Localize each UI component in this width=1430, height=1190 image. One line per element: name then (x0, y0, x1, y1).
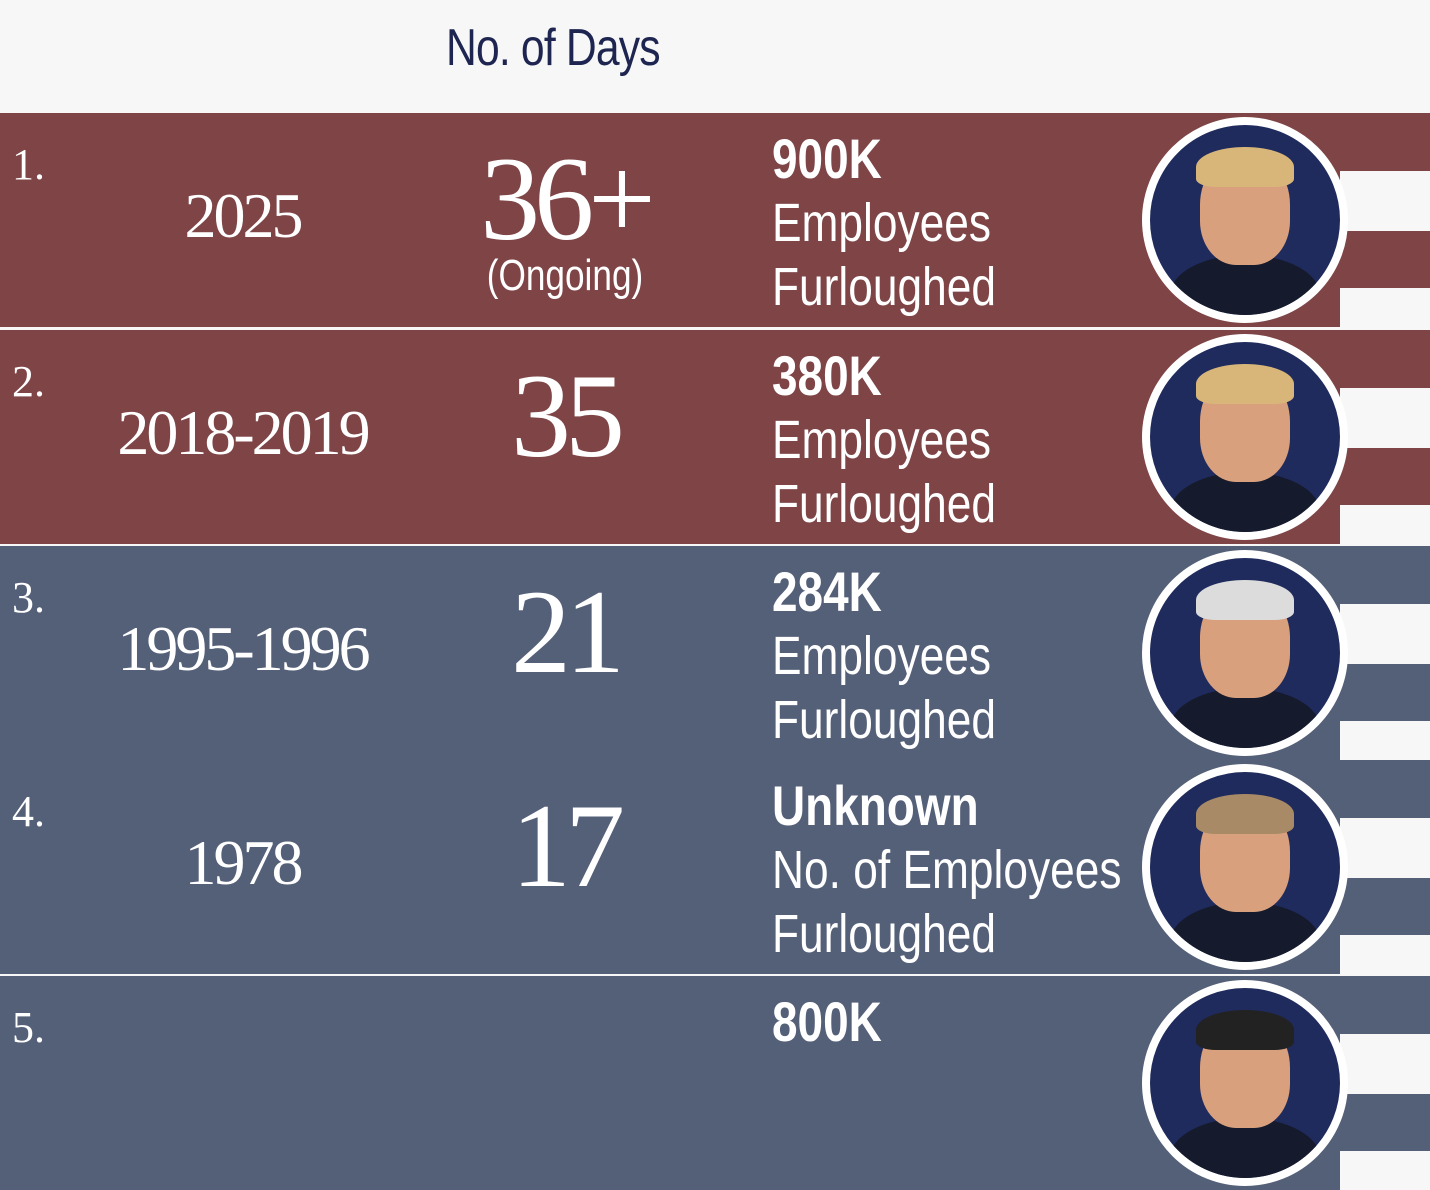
header: No. of Days (0, 0, 1430, 113)
president-portrait (1142, 764, 1348, 970)
furlough-label-1: Employees (772, 410, 992, 470)
column-title-days: No. of Days (446, 19, 661, 77)
stripe (1340, 604, 1430, 664)
rank: 5. (12, 1003, 45, 1052)
furlough-count: Unknown (772, 774, 979, 837)
stripe (1340, 935, 1430, 974)
days-count: 36+ (480, 132, 656, 265)
rank: 4. (12, 787, 45, 836)
stripe (1340, 388, 1430, 448)
stripe (1340, 171, 1430, 231)
shutdown-row: 2. 2018-2019 35 380K Employees Furloughe… (0, 330, 1430, 544)
hair (1196, 147, 1294, 187)
employees-furloughed: 380K Employees Furloughed (772, 344, 996, 536)
furlough-count: 284K (772, 560, 882, 623)
employees-furloughed: 900K Employees Furloughed (772, 127, 996, 319)
president-portrait (1142, 117, 1348, 323)
furlough-label-1: Employees (772, 626, 992, 686)
stripe (1340, 1034, 1430, 1094)
rank: 2. (12, 357, 45, 406)
furlough-label-2: Furloughed (772, 474, 997, 534)
furlough-label-1: No. of Employees (772, 840, 1122, 900)
president-portrait (1142, 334, 1348, 540)
rank: 1. (12, 140, 45, 189)
stripe (1340, 505, 1430, 544)
employees-furloughed: 800K (772, 990, 882, 1054)
suit (1170, 255, 1320, 315)
suit (1170, 902, 1320, 962)
hair (1196, 580, 1294, 620)
president-portrait (1142, 980, 1348, 1186)
years: 1978 (184, 827, 304, 898)
suit (1170, 1118, 1320, 1178)
suit (1170, 472, 1320, 532)
furlough-label-2: Furloughed (772, 904, 997, 964)
hair (1196, 364, 1294, 404)
employees-furloughed: 284K Employees Furloughed (772, 560, 996, 752)
stripe (1340, 721, 1430, 760)
shutdown-row: 1. 2025 36+ (Ongoing) 900K Employees Fur… (0, 113, 1430, 327)
days-count: 35 (511, 349, 625, 482)
stripe (1340, 818, 1430, 878)
furlough-label-2: Furloughed (772, 690, 997, 750)
furlough-label-1: Employees (772, 193, 992, 253)
shutdown-row: 3. 1995-1996 21 284K Employees Furloughe… (0, 546, 1430, 760)
suit (1170, 688, 1320, 748)
hair (1196, 1010, 1294, 1050)
hair (1196, 794, 1294, 834)
furlough-count: 900K (772, 127, 882, 190)
furlough-count: 800K (772, 990, 882, 1053)
rank: 3. (12, 573, 45, 622)
shutdown-row: 5. 800K (0, 976, 1430, 1190)
ongoing-note: (Ongoing) (486, 251, 644, 300)
furlough-label-2: Furloughed (772, 257, 997, 317)
shutdown-row: 4. 1978 17 Unknown No. of Employees Furl… (0, 760, 1430, 974)
stripe (1340, 288, 1430, 327)
years: 2018-2019 (117, 397, 370, 468)
employees-furloughed: Unknown No. of Employees Furloughed (772, 774, 1121, 966)
years: 1995-1996 (117, 613, 370, 684)
years: 2025 (184, 180, 304, 251)
stripe (1340, 1151, 1430, 1190)
furlough-count: 380K (772, 344, 882, 407)
days-count: 21 (511, 565, 625, 698)
days-count: 17 (511, 779, 625, 912)
president-portrait (1142, 550, 1348, 756)
